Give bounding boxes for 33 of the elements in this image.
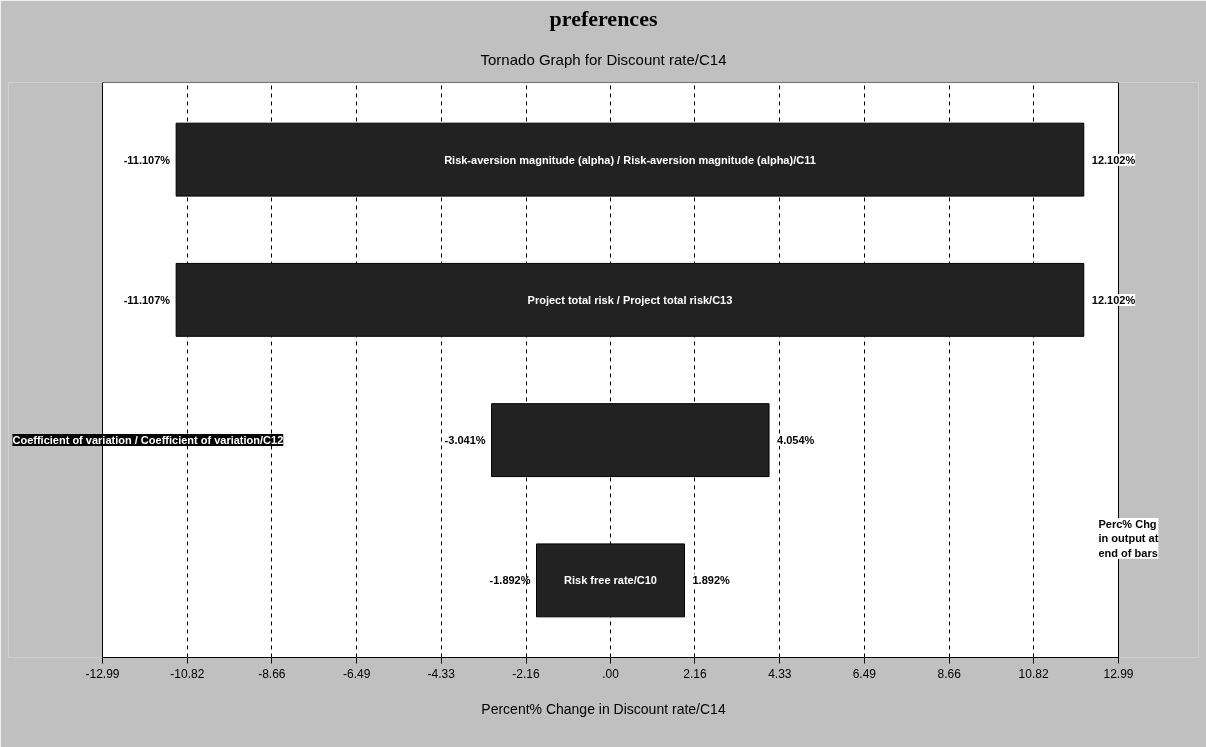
x-tick-label: 10.82 bbox=[1018, 666, 1049, 681]
annotation: 12.102% bbox=[1091, 293, 1136, 306]
y-tick-label: Risk free rate/C10 bbox=[564, 574, 657, 587]
bar bbox=[536, 543, 685, 618]
annotation: 4.054% bbox=[777, 434, 815, 447]
annotation: Perc% Chg in output at end of bars bbox=[1098, 517, 1159, 559]
annotation: 1.892% bbox=[692, 574, 731, 587]
x-tick-label: -4.33 bbox=[427, 666, 456, 681]
x-tick-label: 2.16 bbox=[683, 666, 707, 681]
text: preferences bbox=[549, 5, 658, 31]
y-tick-label: Risk-aversion magnitude (alpha) / Risk-aversion magnitude (alpha)/C11 bbox=[444, 153, 816, 166]
annotation: -3.041% bbox=[444, 434, 486, 447]
x-tick-label: 4.33 bbox=[768, 666, 792, 681]
y-tick-label: Project total risk / Project total risk/C13 bbox=[527, 293, 733, 306]
annotation: -1.892% bbox=[489, 574, 531, 587]
annotation: -11.107% bbox=[123, 153, 171, 166]
x-axis-title: Percent% Change in Discount rate/C14 bbox=[481, 700, 726, 717]
x-tick-label: -12.99 bbox=[85, 666, 120, 681]
chart-title: Tornado Graph for Discount rate/C14 bbox=[480, 50, 727, 68]
y-tick-label: Coefficient of variation / Coefficient of variation/C12 bbox=[12, 434, 284, 447]
x-tick-label: -6.49 bbox=[343, 666, 371, 681]
x-tick-label: 6.49 bbox=[852, 666, 877, 681]
bar bbox=[175, 262, 1085, 337]
bar bbox=[491, 403, 770, 478]
annotation: -11.107% bbox=[123, 293, 171, 306]
x-tick-label: -8.66 bbox=[258, 666, 286, 681]
x-tick-label: 8.66 bbox=[937, 666, 962, 681]
x-tick-label: -2.16 bbox=[512, 666, 541, 681]
x-tick-label: -10.82 bbox=[170, 666, 205, 681]
x-tick-label: .00 bbox=[602, 666, 620, 681]
bar bbox=[175, 122, 1085, 197]
x-tick-label: 12.99 bbox=[1103, 666, 1134, 681]
annotation: 12.102% bbox=[1091, 153, 1136, 166]
